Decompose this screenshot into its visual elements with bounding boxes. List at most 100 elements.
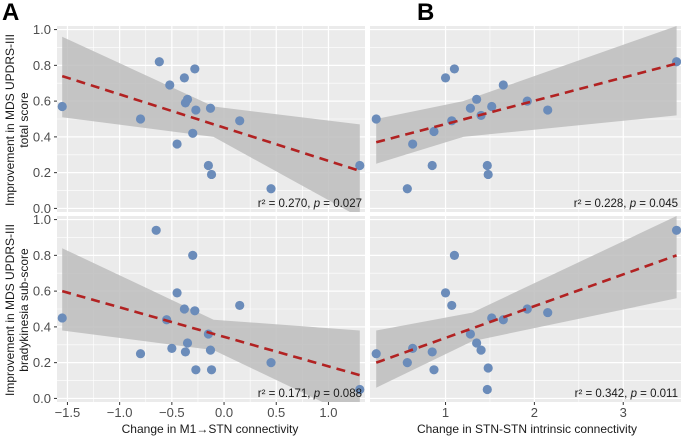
x-axis-title-left: Change in M1→STN connectivity	[122, 422, 299, 436]
stat-annotation: r² = 0.270, p = 0.027	[258, 198, 362, 210]
data-point	[182, 94, 193, 104]
data-point	[429, 365, 439, 375]
data-point	[135, 114, 146, 124]
y-tick-label: 0.8	[33, 58, 51, 73]
data-point	[179, 73, 189, 83]
data-point	[266, 358, 276, 368]
y-tick-label: 0.4	[33, 319, 51, 334]
x-tick-label: 2	[531, 405, 538, 420]
data-point	[203, 160, 213, 171]
stat-annotation: r² = 0.171, p = 0.088	[258, 388, 362, 400]
data-point	[135, 349, 146, 359]
data-point	[191, 105, 201, 115]
data-point	[57, 101, 67, 112]
confidence-ribbon	[376, 216, 677, 388]
regression-line	[61, 289, 361, 377]
data-point	[266, 184, 276, 194]
data-point	[206, 365, 217, 375]
stat-p-label: p	[629, 198, 637, 210]
panel-letter-b: B	[417, 0, 434, 26]
data-point	[482, 384, 492, 395]
y-tick-label: 0.6	[33, 284, 51, 299]
data-point	[205, 345, 216, 355]
y-axis-title-top-line2: total score	[17, 92, 31, 148]
data-point	[182, 338, 193, 348]
y-tick-label: 0.8	[33, 248, 51, 263]
y-tick-label: 0.4	[33, 129, 51, 144]
data-point	[190, 306, 200, 316]
confidence-ribbon	[62, 248, 360, 402]
y-tick-label: 1.0	[33, 212, 51, 227]
panel-B-bottom: r² = 0.342, p = 0.011 1 2 3	[370, 216, 681, 420]
plot-area	[371, 216, 681, 395]
data-point	[235, 116, 245, 126]
data-point	[188, 128, 198, 138]
stat-p-value: = 0.011	[637, 388, 678, 400]
panels: r² = 0.270, p = 0.027 0.0 0.2 0.4 0.6 0.8 1.0 r…	[33, 22, 681, 420]
stat-p-value: = 0.045	[636, 198, 678, 210]
plot-area	[371, 26, 681, 194]
stat-r2: r² = 0.342,	[575, 388, 631, 400]
x-tick-label: −1.5	[55, 405, 81, 420]
data-point	[191, 365, 201, 375]
panel-B-top: r² = 0.228, p = 0.045	[370, 26, 681, 212]
y-tick-label: 0.2	[33, 165, 51, 180]
data-point	[355, 160, 365, 171]
panel-letter-a: A	[2, 0, 19, 26]
data-point	[371, 114, 381, 124]
y-tick-label: 0.0	[33, 391, 51, 406]
y-axis-title-bottom-line2: bradykinesia sub-score	[17, 248, 31, 372]
regression-line	[375, 254, 677, 364]
data-point	[402, 358, 412, 368]
stat-annotation: r² = 0.228, p = 0.045	[574, 198, 678, 210]
stat-annotation: r² = 0.342, p = 0.011	[575, 388, 678, 400]
data-point	[440, 288, 451, 298]
data-point	[167, 343, 177, 353]
y-axis-title-bottom-line1: Improvement in MDS UPDRS-III	[3, 224, 17, 396]
regression-line	[375, 62, 677, 144]
data-point	[180, 347, 191, 357]
plot-area	[57, 36, 365, 212]
stat-p-value: = 0.027	[320, 198, 362, 210]
data-point	[498, 80, 508, 90]
data-point	[179, 304, 189, 314]
data-point	[522, 304, 532, 314]
data-point	[465, 103, 476, 113]
data-point	[472, 338, 482, 348]
data-point	[205, 103, 216, 113]
data-point	[543, 307, 553, 318]
data-point	[355, 384, 365, 395]
x-tick-label: 0.5	[267, 405, 285, 420]
y-tick-label: 0.2	[33, 355, 51, 370]
data-point	[427, 347, 437, 357]
data-point	[188, 250, 198, 260]
x-axis-title-right: Change in STN-STN intrinsic connectivity	[417, 422, 637, 436]
stat-p-label: p	[313, 388, 321, 400]
stat-r2: r² = 0.228,	[574, 198, 630, 210]
data-point	[154, 57, 164, 67]
data-point	[476, 345, 486, 355]
stat-r2: r² = 0.171,	[258, 388, 314, 400]
data-point	[543, 105, 553, 115]
data-point	[190, 64, 200, 74]
stat-p-label: p	[630, 388, 638, 400]
data-point	[408, 139, 418, 149]
data-point	[371, 349, 381, 359]
x-tick-label: 1.0	[319, 405, 337, 420]
data-point	[165, 80, 175, 90]
y-tick-label: 0.6	[33, 94, 51, 109]
data-point	[472, 94, 482, 104]
stat-p-label: p	[313, 198, 321, 210]
stat-p-value: = 0.088	[320, 388, 362, 400]
data-point	[57, 313, 67, 323]
plot-area	[57, 225, 365, 402]
data-point	[483, 169, 493, 180]
x-tick-label: 1	[442, 405, 449, 420]
data-point	[671, 225, 681, 235]
data-point	[440, 73, 451, 83]
panel-A-top: r² = 0.270, p = 0.027 0.0 0.2 0.4 0.6 0.8 1.0	[33, 22, 365, 216]
data-point	[402, 184, 412, 194]
data-point	[482, 160, 492, 171]
data-point	[151, 225, 161, 235]
